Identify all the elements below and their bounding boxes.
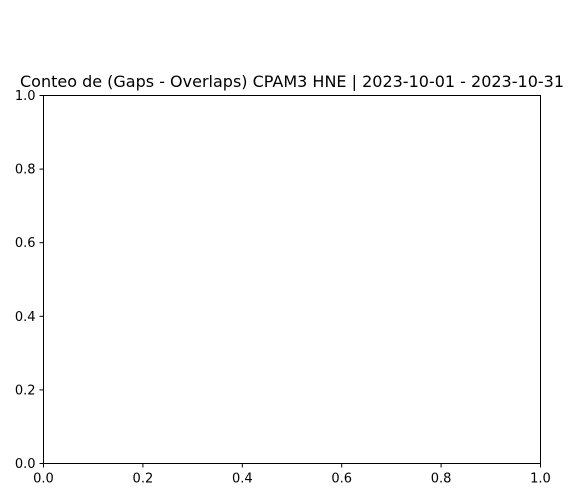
x-tick-label: 0.0 <box>33 472 54 487</box>
y-tick-label: 1.0 <box>15 89 36 104</box>
y-axis-ticks: 0.0 0.2 0.4 0.6 0.8 1.0 <box>15 89 44 472</box>
x-tick-label: 0.2 <box>133 472 154 487</box>
y-tick-label: 0.0 <box>15 457 36 472</box>
x-tick-label: 0.8 <box>431 472 452 487</box>
y-tick-label: 0.6 <box>15 236 36 251</box>
y-tick-label: 0.4 <box>15 310 36 325</box>
x-tick-label: 1.0 <box>530 472 551 487</box>
x-tick-label: 0.6 <box>331 472 352 487</box>
x-axis-ticks: 0.0 0.2 0.4 0.6 0.8 1.0 <box>33 463 551 487</box>
y-tick-label: 0.2 <box>15 383 36 398</box>
plot-area <box>43 95 541 464</box>
y-tick-label: 0.8 <box>15 163 36 178</box>
x-tick-label: 0.4 <box>232 472 253 487</box>
chart-title: Conteo de (Gaps - Overlaps) CPAM3 HNE | … <box>20 72 564 91</box>
